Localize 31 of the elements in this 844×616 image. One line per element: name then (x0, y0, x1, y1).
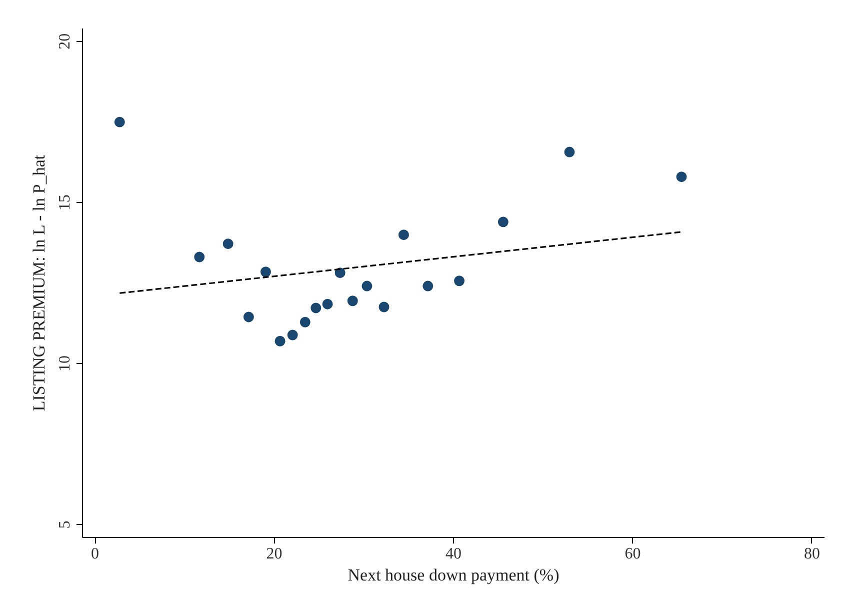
y-tick-label: 5 (56, 520, 74, 529)
point (454, 276, 465, 286)
x-tick-label: 80 (804, 546, 820, 562)
x-tick-label: 20 (266, 546, 282, 562)
point (334, 268, 346, 278)
point (260, 266, 271, 278)
point (347, 296, 358, 306)
x-axis-title: Next house down payment (%) (348, 566, 560, 584)
x-tick-label: 40 (446, 546, 462, 562)
point (422, 280, 434, 292)
point (498, 216, 508, 228)
x-tick-label: 0 (91, 546, 100, 562)
y-axis-title: LISTING PREMIUM: ln L - ln P_hat (30, 154, 48, 412)
point (222, 238, 234, 250)
point (398, 230, 409, 240)
point (243, 312, 254, 322)
point (362, 280, 372, 292)
y-tick-label: 20 (56, 33, 74, 50)
y-tick-label: 10 (56, 356, 74, 372)
y-tick-label: 15 (56, 194, 74, 210)
point (564, 146, 575, 158)
point (274, 336, 286, 346)
x-tick-label: 60 (624, 546, 641, 562)
point (322, 298, 333, 310)
point (300, 316, 310, 328)
point (194, 252, 205, 262)
point (378, 302, 390, 312)
point (114, 116, 125, 128)
point (287, 330, 298, 340)
point (676, 172, 687, 182)
point (310, 302, 322, 314)
